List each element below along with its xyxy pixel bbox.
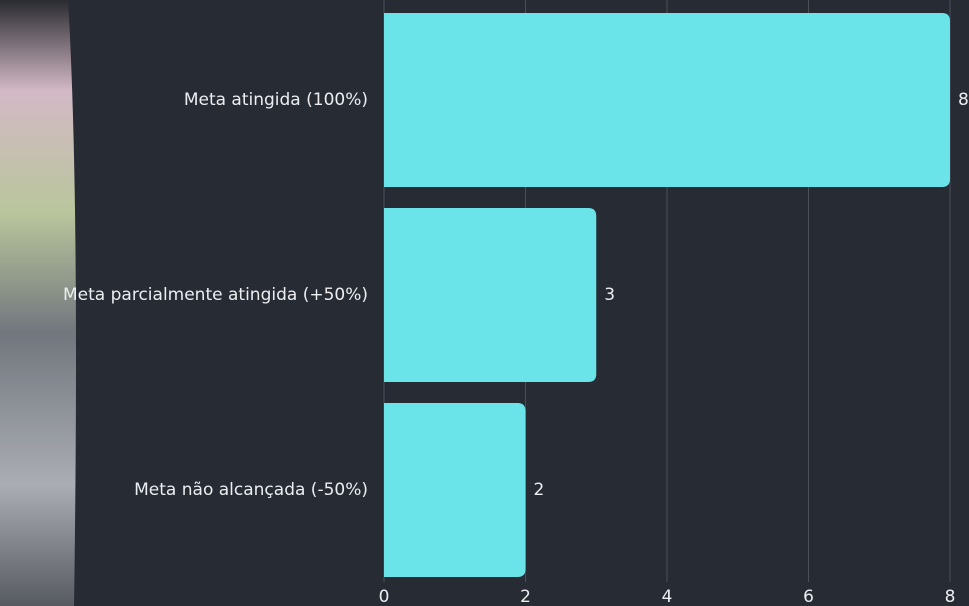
y-tick-label: Meta parcialmente atingida (+50%) — [63, 285, 368, 305]
value-label: 8 — [958, 90, 969, 110]
x-tick-label: 0 — [379, 587, 390, 606]
y-tick-label: Meta atingida (100%) — [184, 90, 368, 110]
x-tick-label: 6 — [803, 587, 814, 606]
bar — [384, 208, 597, 382]
bar — [384, 403, 526, 577]
value-label: 3 — [604, 285, 615, 305]
x-tick-label: 2 — [520, 587, 531, 606]
background-photo — [0, 0, 76, 606]
x-tick-label: 4 — [662, 587, 673, 606]
bar — [384, 13, 950, 187]
y-tick-label: Meta não alcançada (-50%) — [134, 480, 368, 500]
x-tick-label: 8 — [945, 587, 956, 606]
value-label: 2 — [534, 480, 545, 500]
